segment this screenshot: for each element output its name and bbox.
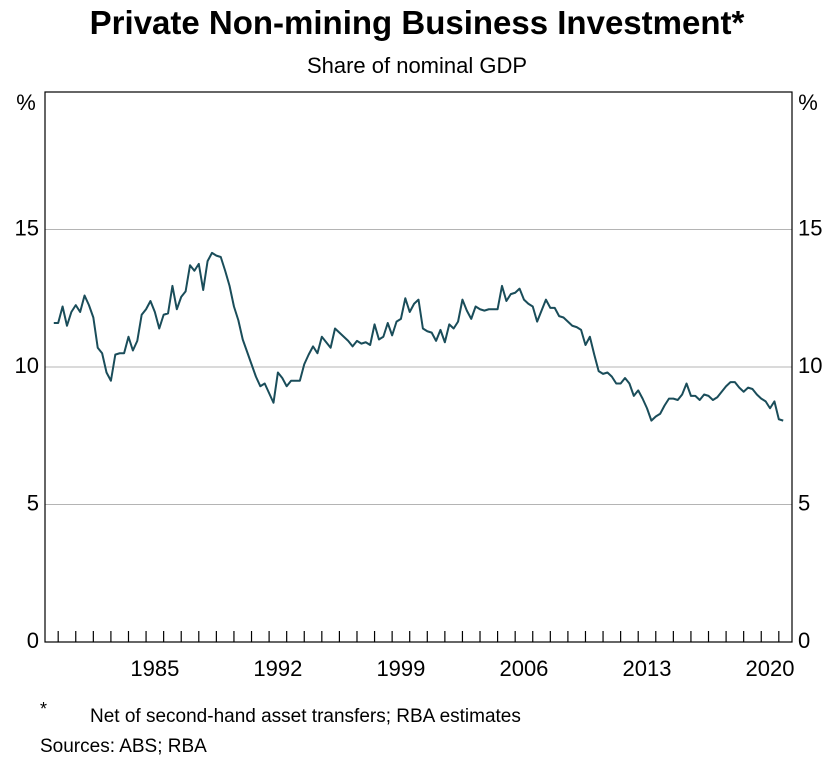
chart-subtitle: Share of nominal GDP <box>307 53 527 78</box>
x-tick-label: 2006 <box>499 656 548 681</box>
chart-title: Private Non-mining Business Investment* <box>90 4 745 41</box>
y2-tick-label: 5 <box>798 490 810 515</box>
y2-tick-label: 15 <box>798 215 822 240</box>
data-line <box>53 251 784 422</box>
x-tick-label: 1999 <box>376 656 425 681</box>
x-tick-label: 1985 <box>130 656 179 681</box>
y-unit-right: % <box>798 90 818 115</box>
y-tick-label: 5 <box>27 490 39 515</box>
y-tick-label: 0 <box>27 628 39 653</box>
y2-tick-label: 10 <box>798 353 822 378</box>
y2-tick-label: 0 <box>798 628 810 653</box>
y-tick-label: 10 <box>15 353 39 378</box>
plot-frame <box>44 91 793 643</box>
x-tick-label: 2020 <box>746 656 795 681</box>
footnote: Net of second-hand asset transfers; RBA … <box>90 706 521 727</box>
x-tick-label: 1992 <box>253 656 302 681</box>
x-tick-label: 2013 <box>623 656 672 681</box>
source: Sources: ABS; RBA <box>40 736 207 757</box>
footnote-marker: * <box>40 699 47 719</box>
y-tick-label: 15 <box>15 215 39 240</box>
y-unit-left: % <box>16 90 36 115</box>
